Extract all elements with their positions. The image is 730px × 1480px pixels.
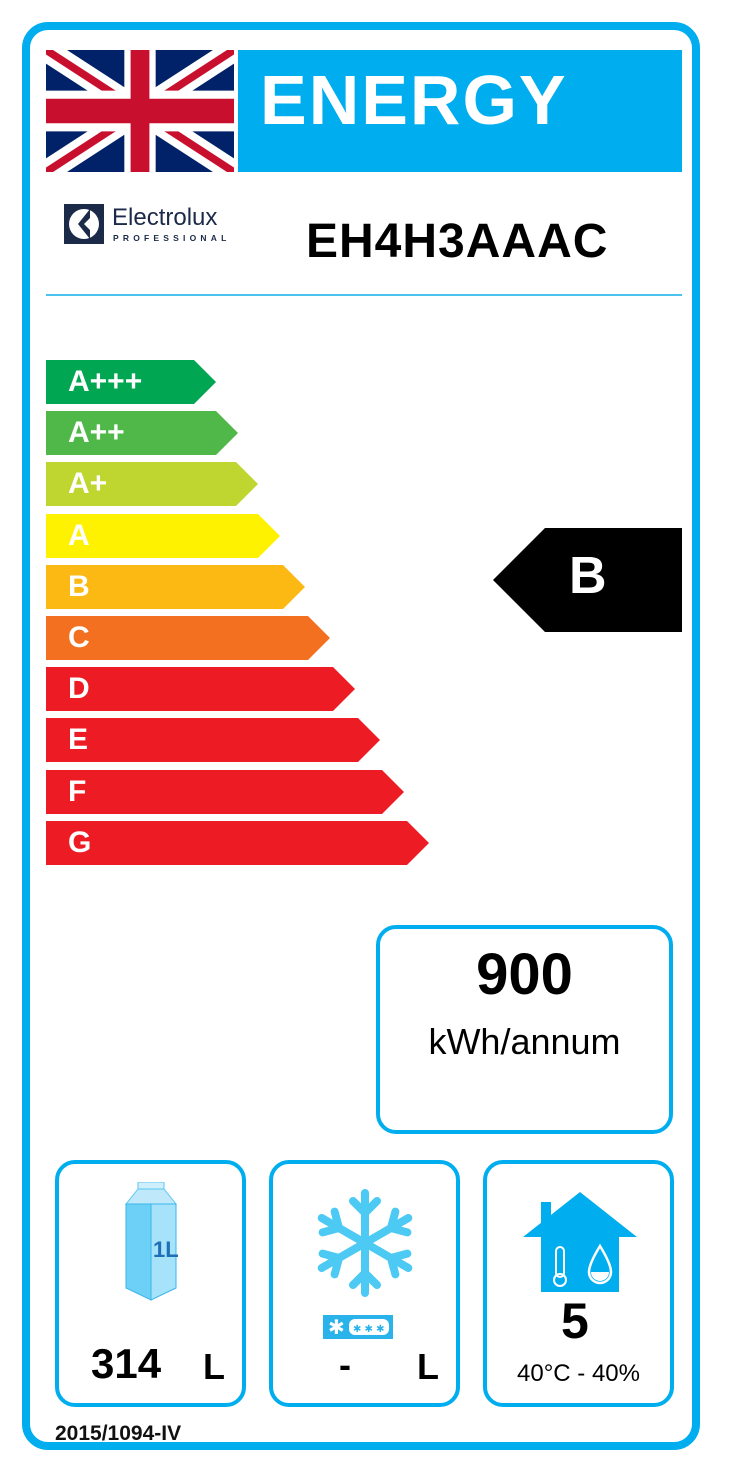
regulation-reference: 2015/1094-IV: [55, 1422, 182, 1445]
scale-label: A+: [68, 467, 108, 501]
scale-label: A++: [68, 416, 125, 450]
snowflake-icon: [313, 1189, 417, 1298]
scale-bar-a: A: [46, 513, 280, 558]
svg-text:✱: ✱: [328, 1315, 345, 1339]
scale-bar-aplus: A+: [46, 462, 258, 507]
scale-label: G: [68, 825, 92, 859]
scale-label: A: [68, 518, 90, 552]
brand-name: Electrolux: [112, 204, 218, 231]
rating-class: B: [569, 547, 607, 605]
scale-bar-c: C: [46, 616, 330, 660]
scale-label: B: [68, 569, 90, 603]
scale-bar-f: F: [46, 769, 404, 814]
chilled-volume-unit: L: [203, 1346, 225, 1387]
divider: [46, 294, 682, 296]
rating-arrow: [493, 528, 682, 632]
scale-bar-aplusplusplus: A+++: [46, 360, 216, 404]
scale-bar-g: G: [46, 820, 429, 865]
scale-bar-b: B: [46, 564, 305, 609]
model-number: EH4H3AAAC: [306, 215, 609, 268]
frozen-volume-unit: L: [417, 1346, 439, 1387]
union-jack-flag-icon: [46, 50, 234, 172]
scale-label: D: [68, 672, 90, 706]
scale-bar-aplusplus: A++: [46, 411, 238, 456]
scale-label: E: [68, 723, 89, 757]
climate-class-box: 5 40°C - 40%: [483, 1160, 674, 1407]
scale-bar-d: D: [46, 667, 355, 712]
chilled-volume-value: 314: [91, 1340, 162, 1387]
consumption-value: 900: [476, 942, 573, 1007]
house-thermometer-drop-icon: [523, 1192, 637, 1292]
climate-class-value: 5: [561, 1293, 589, 1349]
label-border: [22, 22, 700, 1450]
freezer-star-rating-icon: ✱ ✱ ✱ ✱: [323, 1315, 393, 1339]
consumption-box: 900 kWh/annum: [376, 925, 673, 1134]
consumption-unit: kWh/annum: [428, 1021, 621, 1062]
brand-subtitle: PROFESSIONAL: [113, 233, 231, 243]
electrolux-logo-icon: [64, 204, 104, 244]
milk-carton-icon: 1L: [124, 1182, 179, 1301]
scale-label: F: [68, 774, 87, 808]
frozen-volume-value: -: [339, 1344, 351, 1385]
frozen-volume-box: ✱ ✱ ✱ ✱ - L: [269, 1160, 460, 1407]
chilled-volume-box: 1L 314 L: [55, 1160, 246, 1407]
scale-bar-e: E: [46, 718, 380, 763]
scale-label: A+++: [68, 365, 143, 398]
carton-label: 1L: [153, 1237, 179, 1262]
rating-indicator: B: [493, 528, 682, 632]
energy-title: ENERGY: [238, 50, 682, 172]
scale-label: C: [68, 621, 90, 654]
climate-class-conditions: 40°C - 40%: [517, 1360, 640, 1387]
svg-text:✱ ✱ ✱: ✱ ✱ ✱: [353, 1324, 385, 1335]
